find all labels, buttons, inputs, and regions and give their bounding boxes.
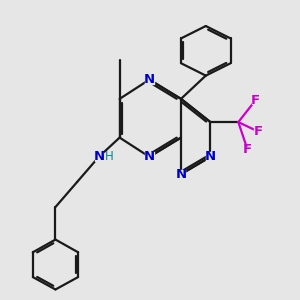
Text: N: N: [144, 73, 155, 86]
FancyBboxPatch shape: [105, 153, 112, 160]
FancyBboxPatch shape: [254, 128, 261, 135]
FancyBboxPatch shape: [252, 97, 259, 104]
FancyBboxPatch shape: [145, 75, 154, 84]
Text: F: F: [253, 125, 262, 138]
Text: F: F: [251, 94, 260, 107]
Text: N: N: [205, 150, 216, 163]
Text: F: F: [243, 143, 252, 157]
FancyBboxPatch shape: [94, 152, 103, 161]
FancyBboxPatch shape: [145, 152, 154, 161]
FancyBboxPatch shape: [206, 152, 215, 161]
FancyBboxPatch shape: [177, 170, 185, 178]
FancyBboxPatch shape: [244, 147, 251, 153]
Text: N: N: [176, 168, 187, 181]
Text: N: N: [144, 150, 155, 163]
Text: N: N: [93, 150, 104, 163]
Text: H: H: [104, 150, 113, 163]
